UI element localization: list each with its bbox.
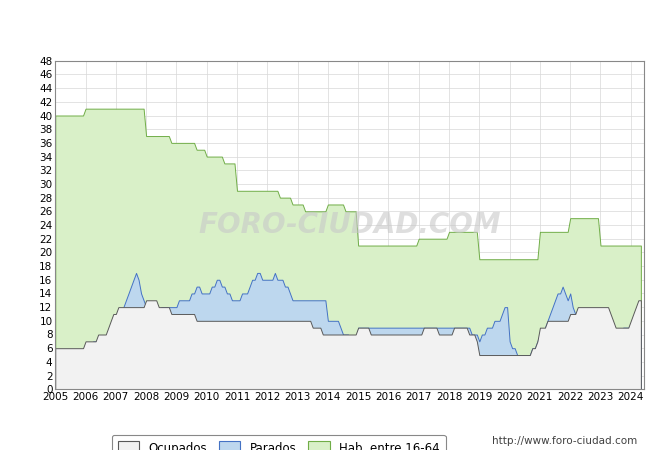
Legend: Ocupados, Parados, Hab. entre 16-64: Ocupados, Parados, Hab. entre 16-64 bbox=[112, 435, 445, 450]
Text: FORO-CIUDAD.COM: FORO-CIUDAD.COM bbox=[198, 211, 500, 239]
Text: http://www.foro-ciudad.com: http://www.foro-ciudad.com bbox=[492, 436, 637, 446]
Text: Torrijas - Evolucion de la poblacion en edad de Trabajar Mayo de 2024: Torrijas - Evolucion de la poblacion en … bbox=[92, 12, 558, 25]
